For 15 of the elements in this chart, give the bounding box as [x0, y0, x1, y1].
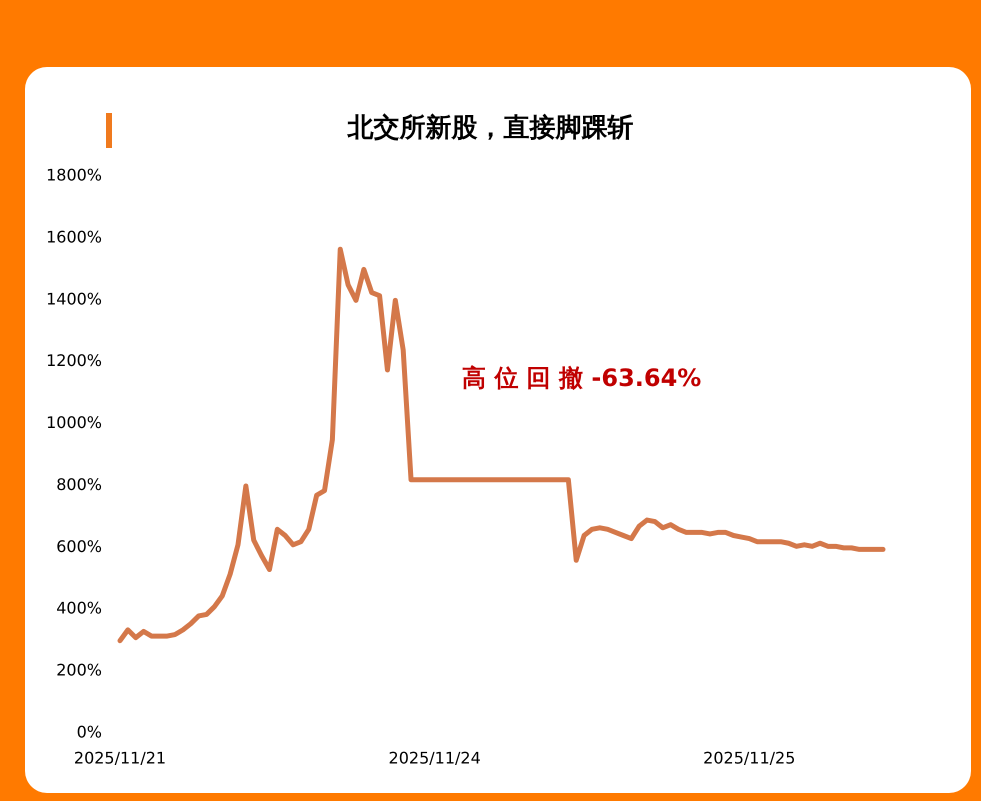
chart-title: 北交所新股，直接脚踝斩 [346, 113, 634, 143]
y-tick-label: 1200% [46, 351, 102, 370]
y-tick-label: 1400% [46, 289, 102, 308]
y-tick-label: 200% [56, 660, 102, 680]
y-tick-label: 800% [56, 474, 102, 494]
x-tick-label: 2025/11/24 [388, 748, 481, 768]
y-tick-label: 600% [56, 536, 102, 556]
y-tick-label: 1800% [46, 166, 102, 184]
y-tick-label: 400% [56, 598, 102, 618]
y-tick-label: 1000% [46, 413, 102, 432]
y-tick-label: 0% [76, 722, 102, 742]
y-tick-label: 1600% [46, 227, 102, 246]
x-tick-label: 2025/11/25 [703, 748, 796, 768]
x-tick-label: 2025/11/21 [74, 748, 166, 768]
annotation: 高 位 回 撤 -63.64% [462, 364, 702, 392]
